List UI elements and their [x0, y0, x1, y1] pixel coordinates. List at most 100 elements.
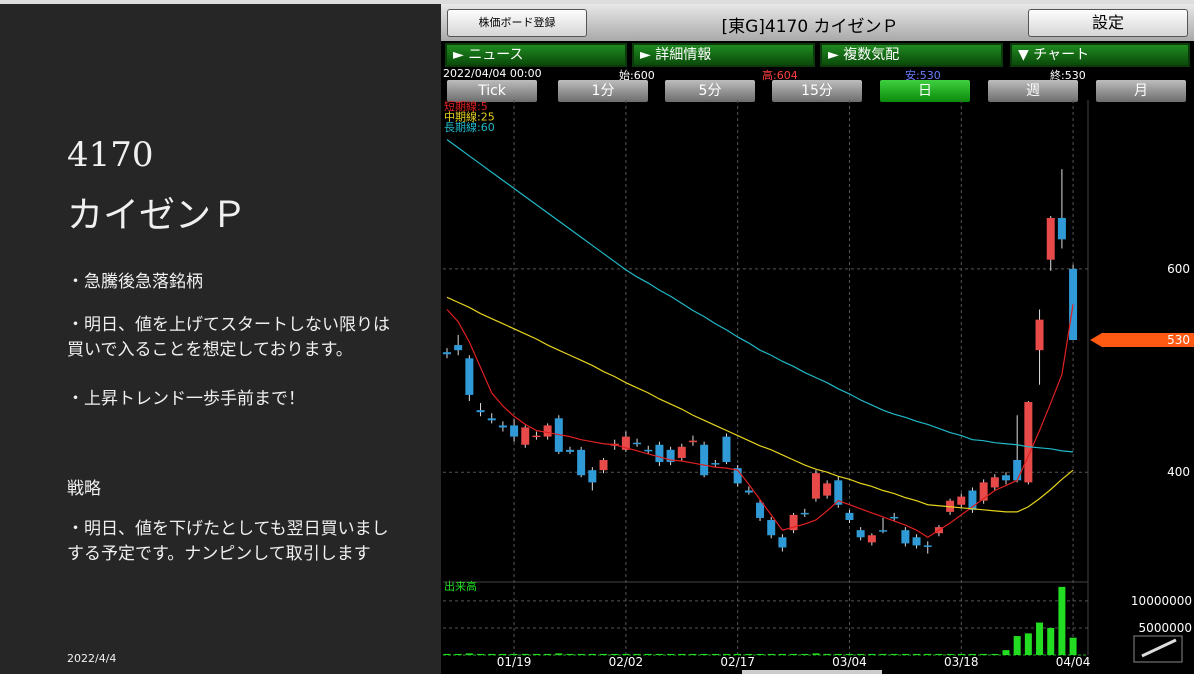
- legend-label: 長期線:60: [444, 120, 495, 134]
- candle-body: [856, 530, 865, 538]
- slide-date: 2022/4/4: [67, 652, 117, 665]
- volume-bar: [678, 653, 686, 655]
- x-tick-label: 02/02: [609, 655, 644, 669]
- candle-body: [677, 446, 686, 458]
- volume-bar: [622, 653, 630, 655]
- tab[interactable]: ► 複数気配: [820, 43, 1003, 67]
- period-button[interactable]: 月: [1096, 80, 1186, 102]
- candle-body: [756, 502, 765, 518]
- tab[interactable]: ► 詳細情報: [632, 43, 815, 67]
- volume-bar: [1047, 627, 1055, 655]
- candle-body: [1002, 475, 1010, 481]
- candle-body: [711, 463, 720, 465]
- candle-body: [767, 520, 776, 536]
- period-button[interactable]: 5分: [665, 80, 755, 102]
- volume-bar: [600, 653, 608, 655]
- candle-body: [443, 352, 451, 355]
- volume-bar: [734, 653, 742, 655]
- candle-body: [722, 436, 731, 463]
- volume-bar: [968, 653, 976, 655]
- volume-label: 出来高: [444, 579, 477, 593]
- candle-body: [510, 425, 519, 437]
- volume-bar: [1024, 633, 1032, 655]
- moving-average-line: [446, 304, 1074, 538]
- info-close: 終:530: [1050, 69, 1086, 82]
- candle-body: [789, 514, 798, 531]
- x-tick-label: 03/18: [944, 655, 979, 669]
- strategy-point: ・明日、値を下げたとしても翌日買いましする予定です。ナンピンして取引します: [67, 519, 389, 564]
- volume-bar: [711, 653, 719, 655]
- volume-bar: [477, 653, 485, 655]
- app-screen: [441, 4, 1194, 674]
- pen-icon: [1141, 638, 1177, 658]
- candle-body: [465, 358, 474, 395]
- volume-bar: [499, 653, 507, 655]
- candle-body: [979, 482, 988, 501]
- volume-bar: [879, 653, 887, 655]
- volume-bar: [655, 653, 663, 655]
- volume-bar: [834, 653, 842, 655]
- candle-body: [498, 425, 507, 428]
- candle-body: [1057, 217, 1066, 240]
- volume-bar: [510, 653, 518, 655]
- stock-code: 4170: [67, 135, 154, 175]
- volume-bar: [611, 653, 619, 655]
- y-tick-label: 600: [1167, 262, 1190, 276]
- volume-bar: [812, 653, 820, 655]
- candle-body: [957, 496, 966, 505]
- x-tick-label: 03/04: [832, 655, 867, 669]
- volume-bar: [532, 653, 540, 655]
- tab[interactable]: ► ニュース: [445, 43, 627, 67]
- volume-bar: [913, 653, 921, 655]
- candle-body: [845, 512, 854, 520]
- volume-bar: [857, 653, 865, 655]
- volume-bar: [644, 653, 652, 655]
- point: ・上昇トレンド一歩手前まで！: [67, 389, 305, 409]
- period-button[interactable]: 日: [880, 80, 970, 102]
- volume-bar: [465, 653, 473, 655]
- candle-body: [1024, 402, 1033, 483]
- current-price-marker: [1090, 333, 1194, 347]
- current-price-label: 530: [1167, 333, 1190, 347]
- volume-bar: [544, 653, 552, 655]
- legend-label: 中期線:25: [444, 110, 495, 124]
- y-tick-label: 400: [1167, 465, 1190, 479]
- top-strip: [0, 0, 1194, 4]
- period-button[interactable]: 15分: [772, 80, 862, 102]
- period-button[interactable]: 週: [988, 80, 1078, 102]
- volume-tick-label: 5000000: [1139, 621, 1192, 635]
- scrollbar: [742, 670, 882, 674]
- candle-body: [733, 468, 742, 484]
- candle-body: [1013, 460, 1022, 481]
- volume-bar: [790, 653, 798, 655]
- volume-bar: [577, 653, 585, 655]
- volume-bar: [778, 653, 786, 655]
- info-high: 高:604: [762, 69, 798, 82]
- volume-bar: [588, 653, 596, 655]
- candle-body: [811, 473, 820, 499]
- board-button[interactable]: 株価ボード登録: [447, 9, 587, 37]
- point: ・明日、値を上げてスタートしない限りは買いで入ることを想定しております。: [67, 315, 390, 360]
- settings-button[interactable]: 設定: [1028, 9, 1188, 37]
- volume-bar: [845, 653, 853, 655]
- period-button[interactable]: Tick: [447, 80, 537, 102]
- moving-average-line: [446, 296, 1074, 513]
- volume-bar: [1036, 622, 1044, 655]
- candle-body: [800, 512, 809, 515]
- volume-bar: [1069, 637, 1077, 655]
- volume-tick-label: 10000000: [1131, 594, 1192, 608]
- candle-body: [1046, 217, 1055, 260]
- volume-bar: [1013, 636, 1021, 655]
- volume-bar: [667, 653, 675, 655]
- tab[interactable]: ▼ チャート: [1010, 43, 1190, 67]
- volume-bar: [723, 653, 730, 655]
- volume-bar: [991, 653, 999, 655]
- candle-body: [901, 530, 910, 544]
- candle-body: [487, 418, 496, 421]
- period-button[interactable]: 1分: [558, 80, 648, 102]
- candle-body: [577, 449, 586, 476]
- strategy-heading: 戦略: [67, 479, 101, 499]
- candle-body: [599, 460, 608, 471]
